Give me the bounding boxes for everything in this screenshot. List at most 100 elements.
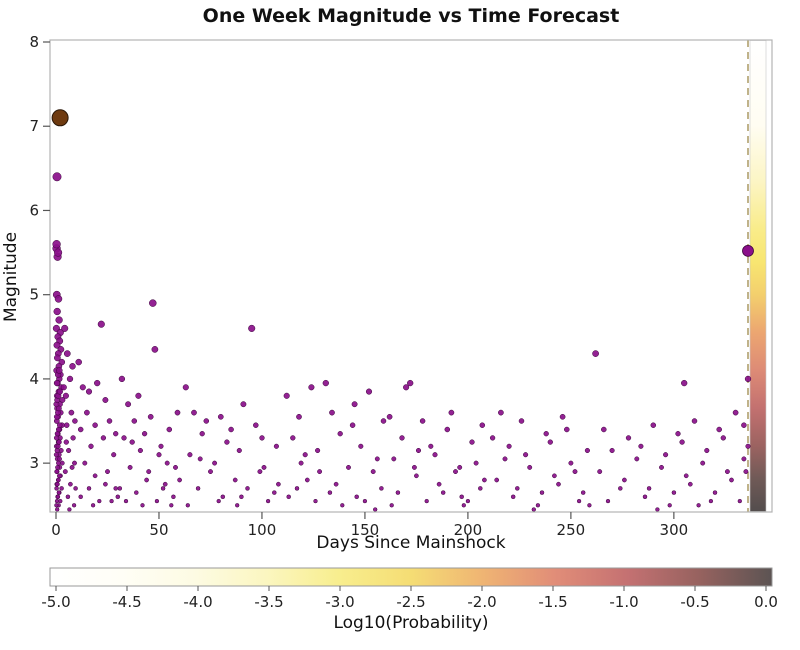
scatter-point (195, 486, 201, 491)
scatter-point (716, 426, 722, 433)
scatter-point (448, 409, 455, 416)
scatter-point (539, 490, 545, 495)
scatter-point (212, 460, 218, 466)
scatter-point (62, 469, 68, 475)
scatter-point (587, 503, 592, 508)
scatter-point (94, 379, 101, 387)
scatter-point (57, 456, 62, 462)
scatter-point (302, 452, 308, 458)
scatter-point (419, 418, 426, 424)
scatter-point (687, 481, 693, 487)
scatter-point (494, 477, 500, 483)
scatter-point (432, 452, 438, 458)
scatter-point (597, 469, 603, 475)
scatter-point (55, 481, 60, 487)
scatter-point (54, 498, 60, 504)
scatter-point (52, 240, 61, 249)
scatter-point (56, 460, 61, 466)
scatter-point (82, 460, 88, 466)
scatter-point (638, 443, 644, 449)
scatter-point (53, 307, 61, 316)
colorbar-tick-label: -4.0 (183, 593, 212, 611)
scatter-point (650, 422, 657, 428)
scatter-point (317, 469, 323, 475)
scatter-point (379, 486, 384, 491)
scatter-point (273, 443, 279, 449)
scatter-point (724, 469, 730, 475)
x-axis-label: Days Since Mainshock (316, 533, 505, 553)
scatter-point (141, 431, 148, 437)
scatter-point (655, 507, 660, 512)
scatter-point (502, 456, 508, 462)
scatter-point (691, 418, 698, 424)
scatter-point (675, 431, 681, 437)
scatter-point (73, 486, 78, 491)
scatter-point (67, 507, 72, 512)
scatter-point (113, 486, 118, 491)
scatter-point (60, 384, 67, 391)
y-tick-label: 4 (29, 370, 39, 388)
scatter-point (245, 486, 250, 491)
scatter-point (659, 464, 664, 470)
scatter-point (224, 439, 230, 445)
scatter-point (440, 490, 446, 495)
scatter-point (683, 473, 689, 479)
scatter-point (527, 464, 533, 470)
scatter-point (732, 409, 739, 416)
scatter-point (473, 460, 479, 466)
scatter-point (75, 358, 82, 366)
scatter-point (744, 375, 752, 383)
scatter-point (71, 503, 77, 508)
x-tick-label: 250 (557, 521, 586, 539)
scatter-point (53, 452, 59, 458)
scatter-point (329, 409, 335, 416)
scatter-point (510, 494, 516, 500)
scatter-point (340, 503, 345, 508)
scatter-point (55, 316, 63, 324)
scatter-point (283, 392, 290, 399)
scatter-point (671, 490, 677, 495)
x-tick-label: 150 (351, 521, 380, 539)
scatter-point (568, 460, 574, 466)
scatter-point (700, 460, 706, 466)
scatter-point (53, 341, 61, 349)
scatter-point (515, 486, 520, 491)
scatter-point (391, 456, 397, 462)
scatter-point (696, 503, 701, 508)
x-tick-label: 50 (149, 521, 168, 539)
scatter-point (208, 469, 213, 475)
scatter-point (478, 486, 483, 491)
scatter-point (92, 473, 98, 479)
scatter-point (129, 439, 135, 445)
scatter-point (322, 379, 329, 387)
scatter-point (559, 413, 566, 420)
scatter-point (187, 452, 193, 458)
scatter-point (257, 469, 263, 475)
scatter-point (131, 418, 138, 424)
scatter-point (55, 477, 61, 483)
colorbar-tick-label: 0.0 (754, 593, 778, 611)
x-tick-label: 200 (454, 521, 483, 539)
scatter-point (166, 426, 173, 433)
scatter-point (272, 490, 277, 495)
scatter-point (88, 443, 94, 449)
scatter-point (253, 422, 259, 428)
scatter-point (498, 409, 504, 416)
y-tick-label: 6 (29, 201, 39, 219)
scatter-point (127, 464, 133, 470)
scatter-point (351, 401, 358, 408)
scatter-point (667, 503, 672, 508)
scatter-point (428, 443, 434, 449)
scatter-point (745, 443, 751, 449)
scatter-point (54, 295, 63, 303)
scatter-point (56, 405, 62, 412)
scatter-point (276, 481, 281, 487)
scatter-point (370, 469, 376, 475)
scatter-point (609, 447, 615, 454)
scatter-point (62, 392, 69, 399)
scatter-point (235, 503, 240, 508)
scatter-point (63, 439, 69, 445)
scatter-point (162, 481, 168, 487)
scatter-point (304, 477, 310, 483)
scatter-point (90, 503, 96, 508)
